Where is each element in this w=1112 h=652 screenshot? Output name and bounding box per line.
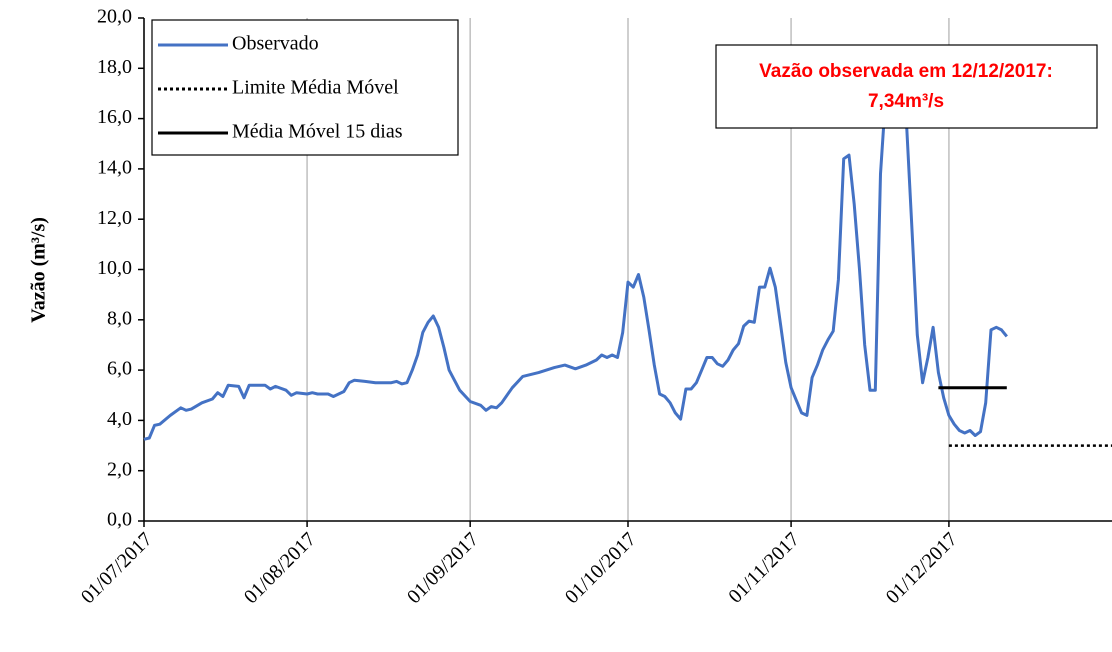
y-tick-label: 16,0 xyxy=(97,106,132,128)
y-tick-label: 10,0 xyxy=(97,257,132,279)
legend-label: Limite Média Móvel xyxy=(232,77,399,99)
y-tick-label: 2,0 xyxy=(107,458,132,480)
legend-label: Média Móvel 15 dias xyxy=(232,121,403,143)
annotation-box xyxy=(715,44,1098,129)
legend-label: Observado xyxy=(232,33,319,55)
y-tick-label: 8,0 xyxy=(107,307,132,329)
y-tick-label: 18,0 xyxy=(97,56,132,78)
y-tick-label: 20,0 xyxy=(97,6,132,28)
annotation-text: Vazão observada em 12/12/2017: xyxy=(759,61,1053,82)
y-tick-label: 6,0 xyxy=(107,358,132,380)
x-tick-label: 01/08/2017 xyxy=(240,528,320,608)
x-tick-label: 01/11/2017 xyxy=(724,528,803,607)
y-tick-label: 4,0 xyxy=(107,408,132,430)
y-tick-label: 12,0 xyxy=(97,207,132,229)
x-tick-label: 01/07/2017 xyxy=(77,528,157,608)
x-tick-label: 01/10/2017 xyxy=(561,528,641,608)
y-axis-label: Vazão (m³/s) xyxy=(28,217,50,323)
annotation-text: 7,34m³/s xyxy=(868,91,944,112)
x-tick-label: 01/09/2017 xyxy=(403,528,483,608)
y-tick-label: 0,0 xyxy=(107,509,132,531)
x-tick-label: 01/12/2017 xyxy=(882,528,962,608)
y-tick-label: 14,0 xyxy=(97,156,132,178)
